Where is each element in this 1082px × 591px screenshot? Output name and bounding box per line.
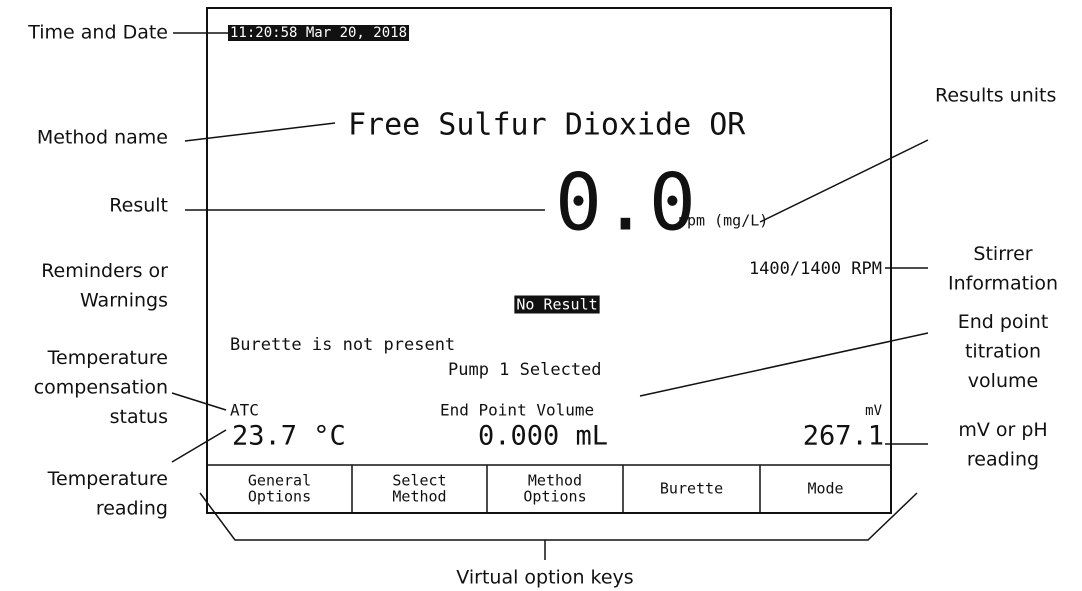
reading: 23.7 °C	[232, 421, 346, 452]
callout-label: volume	[968, 370, 1038, 392]
softkey-label[interactable]: Options	[248, 488, 311, 506]
leader-line	[171, 392, 227, 411]
callout-label: mV or pH	[958, 419, 1047, 441]
status: No Result	[516, 296, 597, 314]
softkey-label[interactable]: Method	[528, 472, 582, 490]
leader-line	[639, 332, 929, 397]
result-units: ppm (mg/L)	[678, 212, 768, 230]
callout-label: compensation	[34, 377, 168, 399]
callout-label: Time and Date	[27, 22, 168, 44]
reading-label: mV	[865, 403, 882, 419]
inverse-bg	[514, 295, 600, 314]
callout-label: Warnings	[80, 289, 168, 311]
result: 0.0	[555, 158, 696, 248]
callout-label: Results units	[935, 85, 1056, 107]
reading-label: End Point Volume	[440, 401, 594, 420]
callout-label: Method name	[37, 127, 168, 149]
softkey-label[interactable]: Method	[392, 488, 446, 506]
inverse-bg	[228, 25, 410, 41]
callout-label: status	[110, 406, 168, 428]
message: Pump 1 Selected	[448, 360, 602, 380]
callout-label: reading	[967, 448, 1039, 470]
softkey-label[interactable]: Options	[523, 488, 586, 506]
datetime: 11:20:58 Mar 20, 2018	[230, 25, 407, 41]
callout-label: Temperature	[47, 347, 168, 369]
message: Burette is not present	[230, 335, 455, 355]
softkey-label[interactable]: Mode	[807, 480, 843, 498]
callout-label: Virtual option keys	[456, 567, 633, 589]
reading: 267.1	[803, 421, 884, 452]
reading: 0.000 mL	[478, 421, 608, 452]
reading-label: ATC	[230, 401, 259, 420]
callout-label: reading	[96, 497, 168, 519]
stirrer: 1400/1400 RPM	[749, 259, 882, 279]
callout-label: titration	[965, 341, 1041, 363]
softkey-bracket	[199, 492, 918, 541]
softkey-label[interactable]: General	[248, 472, 311, 490]
leader-line	[171, 429, 227, 463]
callout-label: Reminders or	[41, 260, 168, 282]
callout-label: End point	[958, 311, 1049, 333]
leader-line	[184, 122, 336, 142]
callout-label: Stirrer	[973, 243, 1032, 265]
callout-label: Information	[948, 272, 1058, 294]
callout-label: Result	[109, 195, 168, 217]
softkey-label[interactable]: Burette	[660, 480, 723, 498]
method-name: Free Sulfur Dioxide OR	[348, 108, 746, 143]
softkey-label[interactable]: Select	[392, 472, 446, 490]
leader-line	[759, 139, 929, 223]
screen-frame	[206, 7, 892, 514]
callout-label: Temperature	[47, 468, 168, 490]
